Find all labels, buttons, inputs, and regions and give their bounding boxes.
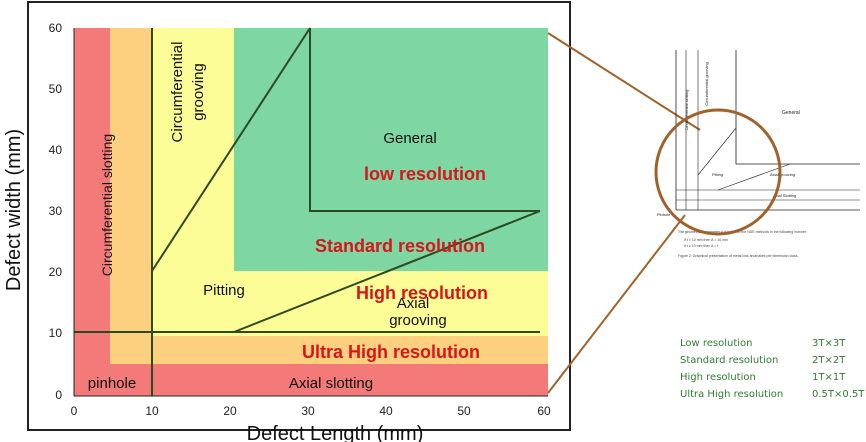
y-tick-10: 10	[49, 326, 63, 340]
y-tick-40: 40	[49, 143, 63, 157]
y-axis-title: Defect width (mm)	[3, 129, 25, 291]
x-tick-30: 30	[301, 404, 315, 418]
legend-name: Low resolution	[680, 338, 753, 349]
x-tick-50: 50	[457, 404, 471, 418]
label-low-resolution: low resolution	[364, 164, 486, 184]
inset-pitting: Pitting	[712, 172, 723, 177]
inset-caption-4: Figure 2: Graphical presentation of meta…	[678, 254, 798, 258]
y-tick-60: 60	[49, 21, 63, 35]
inset-caption-2: If t < 10 mm then A = 10 mm	[684, 238, 728, 242]
inset-general: General	[782, 110, 800, 116]
legend-value: 2T×2T	[812, 355, 846, 366]
inset-caption-1: The geometrical parameter A is linked to…	[678, 230, 807, 234]
x-tick-60: 60	[537, 404, 551, 418]
legend-value: 0.5T×0.5T	[812, 389, 865, 400]
label-standard-resolution: Standard resolution	[315, 236, 485, 256]
y-tick-0: 0	[55, 388, 62, 402]
connector-bottom	[547, 214, 686, 394]
inset-circ-slotting: Circumferential slotting	[684, 90, 689, 131]
boundary-lines	[74, 27, 541, 396]
y-tick-50: 50	[49, 82, 63, 96]
label-axial-grooving-1: Axial	[397, 295, 430, 312]
resolution-legend: Low resolution 3T×3T Standard resolution…	[680, 335, 866, 403]
legend-value: 3T×3T	[812, 338, 846, 349]
label-general: General	[383, 130, 436, 147]
y-tick-labels: 60 50 40 30 20 10 0	[49, 21, 63, 402]
x-tick-40: 40	[379, 404, 393, 418]
label-ultra-high-resolution: Ultra High resolution	[302, 342, 480, 362]
label-axial-grooving-2: grooving	[389, 312, 447, 329]
x-axis-title: Defect Length (mm)	[247, 423, 424, 442]
label-pinhole: pinhole	[88, 375, 136, 392]
general-boundary	[309, 28, 540, 212]
y-tick-30: 30	[49, 204, 63, 218]
legend-row-standard: Standard resolution 2T×2T	[680, 352, 866, 369]
legend-row-low: Low resolution 3T×3T	[680, 335, 866, 352]
x-tick-10: 10	[145, 404, 159, 418]
inset-circ-grooving: Circumferential grooving	[704, 62, 709, 105]
legend-value: 1T×1T	[812, 372, 846, 383]
region-green	[234, 28, 548, 271]
legend-name: Ultra High resolution	[680, 389, 784, 400]
inset-pinhole: Pinhole	[657, 212, 671, 217]
y-tick-20: 20	[49, 265, 63, 279]
x-tick-20: 20	[223, 404, 237, 418]
legend-name: High resolution	[680, 372, 756, 383]
circ-grooving-diagonal	[151, 27, 311, 272]
connector-top	[547, 32, 701, 131]
legend-row-high: High resolution 1T×1T	[680, 369, 866, 386]
legend-name: Standard resolution	[680, 355, 779, 366]
inset-axial-grooving: Axial grooving	[770, 172, 795, 177]
label-high-resolution: High resolution	[356, 283, 488, 303]
label-circumferential-grooving-1: Circumferential	[169, 42, 186, 143]
inset-axial-slotting: Axial Slotting	[773, 193, 796, 198]
label-circumferential-slotting: Circumferential slotting	[99, 134, 115, 276]
legend-row-ultra: Ultra High resolution 0.5T×0.5T	[680, 386, 866, 403]
axial-grooving-diagonal	[233, 210, 541, 333]
magnifier-circle-icon	[654, 108, 782, 236]
label-axial-slotting: Axial slotting	[289, 375, 373, 392]
x-tick-0: 0	[71, 404, 78, 418]
inset-caption-3: If t ≥ 10 mm then A = t	[684, 244, 718, 248]
label-circumferential-grooving-2: grooving	[190, 63, 207, 121]
x-tick-labels: 0 10 20 30 40 50 60	[71, 404, 551, 418]
label-pitting: Pitting	[203, 282, 245, 299]
